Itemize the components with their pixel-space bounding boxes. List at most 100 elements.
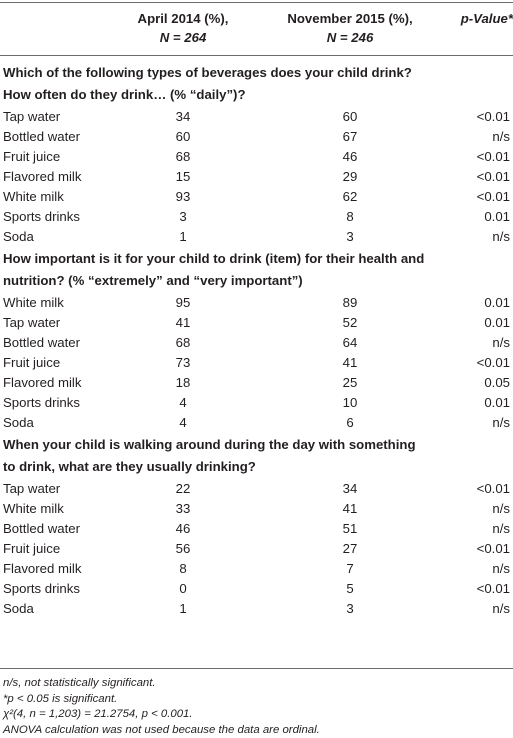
p-value: 0.01 [430,207,510,227]
p-value: n/s [430,413,510,433]
question-line: When your child is walking around during… [0,435,513,454]
table-row: Tap water 22 34 <0.01 [0,479,513,499]
value-november-2015: 46 [315,147,385,167]
top-rule [0,2,513,3]
value-april-2014: 46 [148,519,218,539]
header-col1-line1: April 2014 (%), [108,9,258,28]
row-label: Fruit juice [3,539,60,559]
table-section: How important is it for your child to dr… [0,249,513,433]
footnotes: n/s, not statistically significant.*p < … [3,676,320,738]
row-label: Sports drinks [3,393,80,413]
header-col-p-value: p-Value* [438,9,513,28]
p-value: 0.01 [430,293,510,313]
value-april-2014: 73 [148,353,218,373]
value-april-2014: 60 [148,127,218,147]
row-label: Tap water [3,479,60,499]
value-november-2015: 8 [315,207,385,227]
value-november-2015: 5 [315,579,385,599]
value-april-2014: 95 [148,293,218,313]
footnote: *p < 0.05 is significant. [3,692,320,708]
p-value: n/s [430,599,510,619]
value-november-2015: 34 [315,479,385,499]
value-april-2014: 22 [148,479,218,499]
row-label: Tap water [3,107,60,127]
value-november-2015: 64 [315,333,385,353]
value-november-2015: 41 [315,353,385,373]
value-april-2014: 33 [148,499,218,519]
value-april-2014: 18 [148,373,218,393]
p-value: <0.01 [430,479,510,499]
table-row: Soda 1 3 n/s [0,599,513,619]
p-value: n/s [430,559,510,579]
p-value: <0.01 [430,579,510,599]
table-row: Sports drinks 4 10 0.01 [0,393,513,413]
value-november-2015: 6 [315,413,385,433]
question-line: How often do they drink… (% “daily”)? [0,85,513,104]
p-value: n/s [430,333,510,353]
row-label: Tap water [3,313,60,333]
row-label: White milk [3,499,64,519]
value-november-2015: 67 [315,127,385,147]
p-value: n/s [430,519,510,539]
row-label: Bottled water [3,333,80,353]
value-april-2014: 8 [148,559,218,579]
row-label: Flavored milk [3,373,81,393]
row-label: Flavored milk [3,167,81,187]
row-label: Soda [3,599,34,619]
p-value: n/s [430,227,510,247]
question-line: Which of the following types of beverage… [0,63,513,82]
value-april-2014: 1 [148,599,218,619]
value-november-2015: 3 [315,599,385,619]
value-april-2014: 1 [148,227,218,247]
footnote: χ²(4, n = 1,203) = 21.2754, p < 0.001. [3,707,320,723]
value-november-2015: 89 [315,293,385,313]
p-value: <0.01 [430,167,510,187]
p-value: <0.01 [430,353,510,373]
p-value: <0.01 [430,107,510,127]
row-label: Soda [3,227,34,247]
header-col2-line2: N = 246 [275,28,425,47]
table-row: Flavored milk 15 29 <0.01 [0,167,513,187]
value-november-2015: 41 [315,499,385,519]
header-col1-line2: N = 264 [108,28,258,47]
table-row: Sports drinks 0 5 <0.01 [0,579,513,599]
p-value: 0.01 [430,393,510,413]
value-april-2014: 56 [148,539,218,559]
value-april-2014: 4 [148,393,218,413]
table-body: Which of the following types of beverage… [0,62,513,619]
value-november-2015: 27 [315,539,385,559]
value-november-2015: 10 [315,393,385,413]
value-april-2014: 3 [148,207,218,227]
question-line: How important is it for your child to dr… [0,249,513,268]
value-april-2014: 41 [148,313,218,333]
p-value: 0.01 [430,313,510,333]
table-section: When your child is walking around during… [0,435,513,619]
value-november-2015: 25 [315,373,385,393]
value-april-2014: 15 [148,167,218,187]
value-november-2015: 29 [315,167,385,187]
bottom-rule [0,668,513,669]
footnote: n/s, not statistically significant. [3,676,320,692]
header-rule [0,55,513,56]
footnote: ANOVA calculation was not used because t… [3,723,320,738]
table-section: Which of the following types of beverage… [0,63,513,247]
question-line: nutrition? (% “extremely” and “very impo… [0,271,513,290]
header-col-november-2015: November 2015 (%), N = 246 [275,9,425,47]
table-container: April 2014 (%), N = 264 November 2015 (%… [0,0,513,692]
value-april-2014: 0 [148,579,218,599]
row-label: Flavored milk [3,559,81,579]
row-label: Sports drinks [3,579,80,599]
value-april-2014: 68 [148,147,218,167]
